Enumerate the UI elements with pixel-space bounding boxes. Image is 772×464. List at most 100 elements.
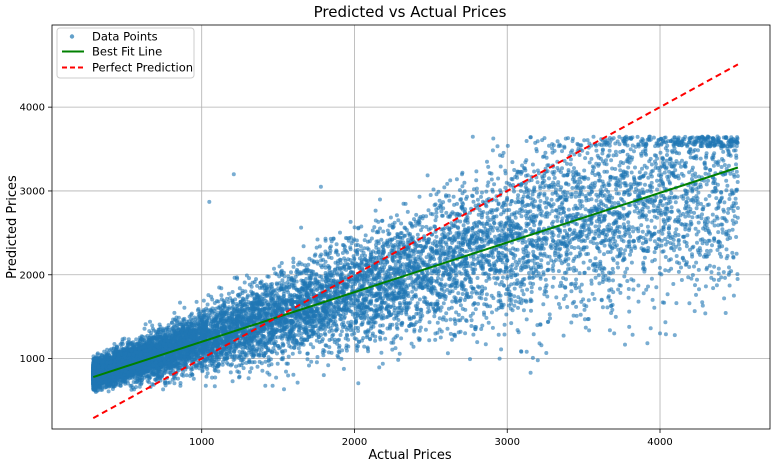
data-point (445, 287, 450, 292)
data-point (659, 193, 664, 198)
data-point (732, 148, 736, 153)
data-point (485, 159, 489, 164)
data-point (550, 150, 555, 155)
data-point (572, 166, 576, 171)
data-point (690, 254, 695, 259)
data-point (270, 383, 275, 388)
data-point (529, 178, 534, 183)
data-point (551, 275, 556, 280)
data-point (230, 362, 234, 367)
data-point (578, 206, 582, 211)
data-point (174, 315, 179, 320)
data-point (586, 198, 591, 202)
data-point (272, 266, 276, 271)
data-point (569, 320, 574, 325)
data-point (544, 241, 549, 246)
data-point (726, 210, 730, 215)
data-point (593, 224, 598, 229)
data-point (562, 158, 567, 163)
data-point (534, 147, 539, 151)
data-point (606, 181, 611, 186)
data-point (565, 305, 570, 309)
data-point (490, 148, 495, 153)
data-point (735, 180, 740, 184)
data-point (628, 252, 632, 257)
data-point (548, 316, 552, 321)
data-point (246, 376, 251, 381)
data-point (304, 276, 309, 281)
data-point (495, 276, 500, 281)
data-point (362, 344, 367, 349)
data-point (279, 261, 284, 265)
data-point (574, 222, 579, 227)
data-point (389, 340, 394, 345)
data-point (415, 232, 420, 237)
data-point (232, 275, 237, 280)
data-point (577, 285, 582, 290)
data-point (703, 311, 708, 316)
data-point (491, 136, 496, 141)
data-point (414, 212, 419, 217)
data-point (463, 331, 468, 336)
data-point (704, 182, 709, 187)
data-point (552, 176, 557, 180)
data-point (616, 287, 621, 292)
data-point (733, 196, 738, 201)
data-point (724, 178, 729, 183)
data-point (523, 160, 528, 165)
data-point (580, 192, 585, 197)
data-point (679, 171, 684, 176)
data-point (687, 170, 692, 175)
data-point (524, 349, 529, 354)
data-point (172, 381, 177, 386)
data-point (417, 194, 422, 199)
data-point (711, 286, 716, 291)
data-point (203, 383, 208, 388)
data-point (538, 184, 543, 189)
data-point (626, 224, 631, 229)
data-point (602, 193, 607, 198)
data-point (271, 346, 276, 351)
data-point (445, 181, 450, 186)
data-point (610, 302, 615, 307)
data-point (181, 317, 186, 322)
data-point (695, 240, 699, 245)
data-point (249, 366, 254, 371)
data-point (528, 227, 533, 231)
data-point (590, 291, 595, 296)
data-point (607, 328, 612, 333)
data-point (693, 226, 698, 231)
data-point (647, 209, 652, 214)
data-point (460, 292, 465, 296)
data-point (524, 139, 529, 143)
data-point (578, 202, 583, 207)
data-point (566, 207, 571, 212)
data-point (717, 251, 722, 256)
data-point (709, 270, 714, 275)
data-point (695, 214, 700, 219)
data-point (647, 230, 651, 235)
data-point (339, 356, 344, 361)
data-point (652, 250, 657, 255)
data-point (396, 357, 401, 362)
data-point (530, 162, 535, 167)
data-point (487, 223, 492, 228)
data-point (623, 248, 628, 253)
data-point (543, 183, 548, 188)
data-point (586, 298, 591, 303)
data-point (640, 229, 645, 234)
data-point (696, 190, 701, 195)
data-point (635, 134, 640, 139)
data-point (546, 319, 551, 324)
data-point (723, 275, 727, 280)
data-point (469, 318, 474, 323)
data-point (528, 370, 533, 375)
data-point (433, 218, 438, 223)
data-point (687, 265, 692, 269)
data-point (448, 178, 453, 183)
data-point (585, 151, 590, 156)
data-point (435, 320, 440, 325)
data-point (320, 277, 325, 282)
data-point (549, 197, 554, 202)
data-point (583, 156, 588, 161)
